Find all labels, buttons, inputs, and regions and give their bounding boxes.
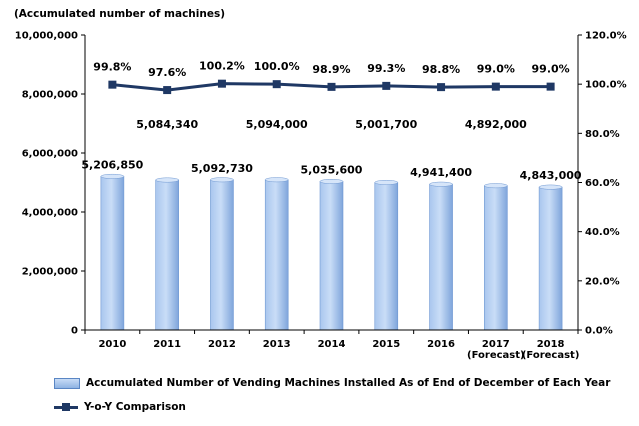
bar-data-label: 5,001,700 — [355, 118, 417, 131]
y-right-tick-label: 60.0% — [585, 178, 620, 189]
y-right-tick-label: 80.0% — [585, 129, 620, 140]
x-tick-label: 2015 — [372, 339, 400, 350]
legend-bar-swatch — [54, 377, 80, 389]
yoy-marker — [163, 86, 172, 95]
legend-item-line: Y-o-Y Comparison — [54, 398, 610, 416]
y-left-tick-label: 2,000,000 — [22, 267, 78, 278]
y-left-tick-label: 8,000,000 — [22, 90, 78, 101]
bar — [210, 179, 234, 331]
x-tick-label: 2010 — [98, 339, 126, 350]
x-tick-label: 2012 — [208, 339, 236, 350]
y-left-tick-label: 10,000,000 — [15, 31, 78, 42]
y-axis-unit-label: (Accumulated number of machines) — [14, 8, 225, 20]
bar-top — [484, 183, 508, 189]
yoy-marker — [217, 79, 226, 88]
y-right-tick-label: 20.0% — [585, 276, 620, 287]
bar-top — [538, 184, 563, 190]
x-tick-label: 2013 — [263, 339, 291, 350]
yoy-marker — [108, 80, 117, 89]
bar-data-label: 5,206,850 — [81, 158, 143, 171]
bar-data-label: 4,892,000 — [465, 118, 527, 131]
y-left-tick-label: 4,000,000 — [22, 208, 78, 219]
yoy-data-label: 99.3% — [367, 62, 405, 75]
yoy-data-label: 99.0% — [532, 63, 570, 76]
bar-data-label: 5,094,000 — [246, 118, 308, 131]
x-tick-label: 2017 (Forecast) — [467, 339, 525, 361]
y-right-tick-label: 0.0% — [585, 326, 613, 337]
bar-data-label: 5,092,730 — [191, 162, 253, 175]
yoy-marker — [382, 81, 391, 90]
bar-top — [374, 179, 399, 185]
x-tick-label: 2016 — [427, 339, 455, 350]
y-right-tick-label: 40.0% — [585, 227, 620, 238]
bar — [100, 176, 125, 331]
y-left-tick-label: 0 — [71, 326, 78, 337]
bar-data-label: 5,035,600 — [301, 163, 363, 176]
y-right-tick-label: 120.0% — [585, 31, 627, 42]
bar-data-label: 5,084,340 — [136, 118, 198, 131]
yoy-data-label: 99.8% — [93, 61, 131, 74]
legend-item-bars: Accumulated Number of Vending Machines I… — [54, 374, 610, 392]
bar — [264, 179, 289, 331]
bar — [374, 182, 399, 331]
bar-top — [264, 177, 289, 183]
bar — [155, 179, 179, 331]
bar — [429, 183, 453, 331]
bar — [538, 186, 563, 331]
yoy-marker — [272, 80, 281, 89]
bar-top — [429, 181, 453, 187]
yoy-data-label: 97.6% — [148, 66, 186, 79]
bar-top — [155, 177, 179, 183]
yoy-data-label: 98.8% — [422, 63, 460, 76]
yoy-data-label: 100.0% — [254, 60, 300, 73]
yoy-data-label: 98.9% — [312, 63, 350, 76]
yoy-marker — [327, 82, 336, 91]
bar — [319, 181, 344, 331]
bar-data-label: 4,843,000 — [520, 169, 582, 182]
bar-data-label: 4,941,400 — [410, 166, 472, 179]
bar-top — [100, 173, 125, 179]
legend-bar-label: Accumulated Number of Vending Machines I… — [86, 377, 611, 389]
yoy-marker — [546, 82, 555, 91]
y-left-tick-label: 6,000,000 — [22, 149, 78, 160]
yoy-data-label: 100.2% — [199, 60, 245, 73]
x-tick-label: 2014 — [318, 339, 346, 350]
x-tick-label: 2018 (Forecast) — [522, 339, 580, 361]
yoy-data-label: 99.0% — [477, 63, 515, 76]
x-tick-label: 2011 — [153, 339, 181, 350]
yoy-marker — [437, 83, 446, 92]
legend-line-label: Y-o-Y Comparison — [84, 401, 186, 413]
legend-line-swatch — [54, 402, 78, 412]
bar-top — [319, 178, 344, 184]
y-right-tick-label: 100.0% — [585, 80, 627, 91]
legend: Accumulated Number of Vending Machines I… — [54, 374, 610, 422]
yoy-marker — [491, 82, 500, 91]
bar — [484, 185, 508, 331]
bar-top — [210, 177, 234, 183]
